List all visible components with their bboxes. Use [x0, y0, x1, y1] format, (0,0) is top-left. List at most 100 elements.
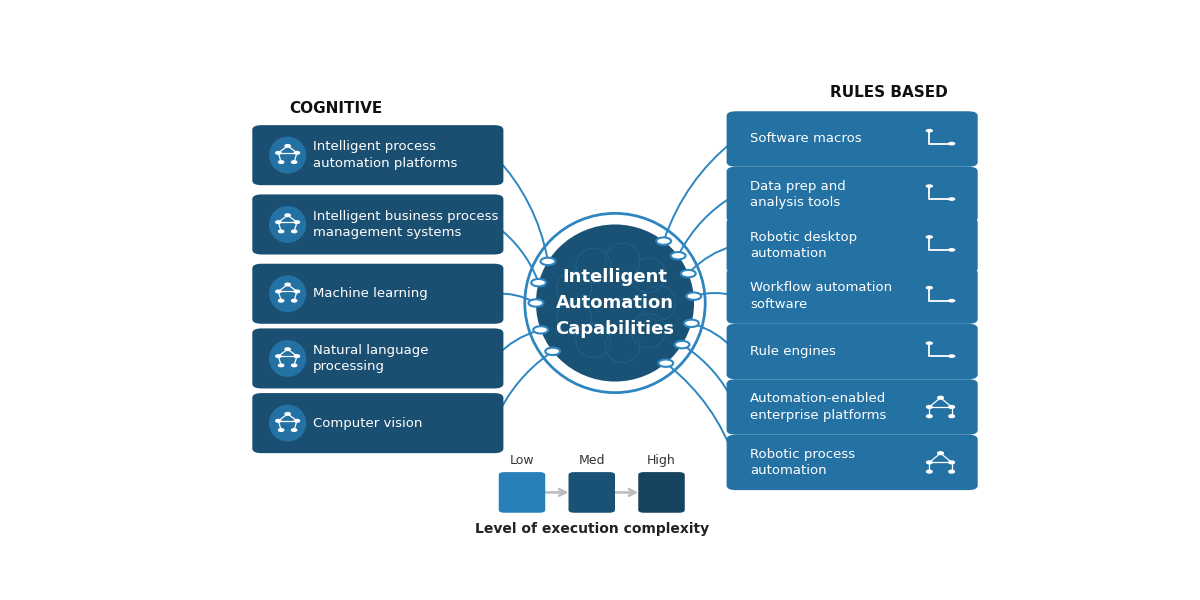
Circle shape	[948, 354, 955, 358]
Circle shape	[926, 470, 932, 473]
FancyBboxPatch shape	[638, 472, 685, 513]
Circle shape	[948, 299, 955, 302]
Text: Intelligent process
automation platforms: Intelligent process automation platforms	[313, 140, 457, 170]
Circle shape	[925, 341, 934, 345]
Ellipse shape	[605, 243, 640, 278]
Circle shape	[949, 415, 954, 418]
Circle shape	[276, 152, 281, 154]
Circle shape	[948, 248, 955, 252]
Circle shape	[659, 359, 673, 367]
Ellipse shape	[576, 248, 611, 283]
Ellipse shape	[269, 340, 306, 377]
Circle shape	[278, 299, 283, 302]
Circle shape	[294, 355, 300, 358]
Ellipse shape	[576, 323, 611, 358]
Circle shape	[276, 419, 281, 422]
Circle shape	[925, 129, 934, 133]
Circle shape	[948, 142, 955, 145]
FancyBboxPatch shape	[727, 218, 978, 273]
Text: Intelligent
Automation
Capabilities: Intelligent Automation Capabilities	[556, 268, 674, 338]
Circle shape	[292, 230, 296, 233]
Text: Level of execution complexity: Level of execution complexity	[475, 521, 709, 536]
Text: Software macros: Software macros	[750, 133, 862, 145]
Text: High: High	[647, 454, 676, 467]
Circle shape	[286, 283, 290, 286]
Circle shape	[925, 286, 934, 290]
Circle shape	[292, 364, 296, 367]
Circle shape	[949, 406, 954, 409]
Circle shape	[949, 461, 954, 464]
Circle shape	[286, 348, 290, 350]
Text: Machine learning: Machine learning	[313, 287, 427, 300]
Text: Data prep and
analysis tools: Data prep and analysis tools	[750, 179, 846, 209]
FancyBboxPatch shape	[727, 167, 978, 222]
Text: COGNITIVE: COGNITIVE	[289, 101, 383, 116]
FancyBboxPatch shape	[499, 472, 545, 513]
Circle shape	[286, 145, 290, 147]
Circle shape	[278, 161, 283, 163]
Circle shape	[540, 257, 556, 265]
Circle shape	[680, 270, 696, 277]
Circle shape	[926, 415, 932, 418]
Text: RULES BASED: RULES BASED	[830, 85, 948, 100]
Circle shape	[533, 326, 548, 334]
Ellipse shape	[557, 301, 592, 335]
Ellipse shape	[641, 286, 676, 320]
Ellipse shape	[605, 328, 640, 363]
Text: Robotic desktop
automation: Robotic desktop automation	[750, 230, 857, 260]
FancyBboxPatch shape	[252, 328, 504, 388]
Text: Low: Low	[510, 454, 534, 467]
Ellipse shape	[269, 206, 306, 243]
Text: Intelligent business process
management systems: Intelligent business process management …	[313, 210, 498, 239]
Ellipse shape	[269, 275, 306, 312]
Circle shape	[292, 161, 296, 163]
Text: Computer vision: Computer vision	[313, 416, 422, 430]
Circle shape	[925, 235, 934, 239]
Ellipse shape	[269, 404, 306, 442]
Circle shape	[925, 184, 934, 188]
FancyBboxPatch shape	[252, 125, 504, 185]
Ellipse shape	[269, 137, 306, 173]
Ellipse shape	[631, 258, 666, 293]
FancyBboxPatch shape	[252, 264, 504, 324]
Circle shape	[532, 279, 546, 286]
Circle shape	[926, 406, 932, 409]
FancyBboxPatch shape	[727, 434, 978, 490]
Circle shape	[948, 197, 955, 201]
Circle shape	[671, 252, 685, 259]
Text: Natural language
processing: Natural language processing	[313, 344, 428, 373]
Circle shape	[278, 230, 283, 233]
Text: Robotic process
automation: Robotic process automation	[750, 448, 854, 477]
Circle shape	[926, 461, 932, 464]
Ellipse shape	[631, 313, 666, 348]
Circle shape	[294, 290, 300, 293]
Circle shape	[286, 413, 290, 415]
Text: Med: Med	[578, 454, 605, 467]
Text: Workflow automation
software: Workflow automation software	[750, 281, 892, 311]
Circle shape	[545, 347, 560, 355]
FancyBboxPatch shape	[252, 194, 504, 254]
FancyBboxPatch shape	[727, 268, 978, 324]
Circle shape	[292, 429, 296, 431]
Circle shape	[286, 214, 290, 217]
Circle shape	[686, 292, 701, 300]
FancyBboxPatch shape	[727, 324, 978, 379]
FancyBboxPatch shape	[727, 379, 978, 434]
Circle shape	[937, 452, 943, 455]
Circle shape	[674, 341, 690, 349]
Ellipse shape	[536, 224, 694, 382]
Circle shape	[949, 470, 954, 473]
Circle shape	[656, 238, 671, 245]
Ellipse shape	[557, 271, 592, 305]
Circle shape	[278, 364, 283, 367]
FancyBboxPatch shape	[252, 393, 504, 453]
Circle shape	[937, 397, 943, 399]
Circle shape	[294, 419, 300, 422]
Circle shape	[294, 152, 300, 154]
Circle shape	[276, 221, 281, 223]
Circle shape	[278, 429, 283, 431]
Text: Automation-enabled
enterprise platforms: Automation-enabled enterprise platforms	[750, 392, 887, 422]
Circle shape	[684, 320, 698, 327]
Text: Rule engines: Rule engines	[750, 345, 835, 358]
Circle shape	[292, 299, 296, 302]
